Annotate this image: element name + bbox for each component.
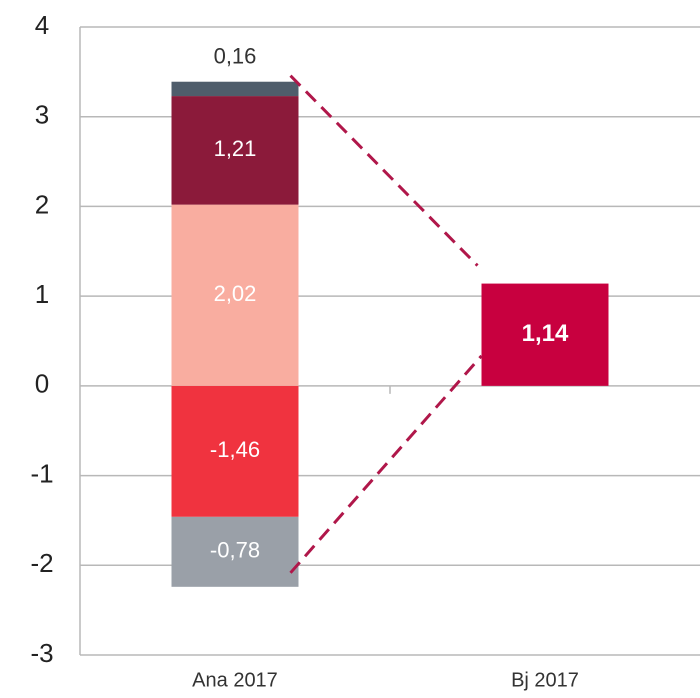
bar-segment bbox=[171, 516, 299, 587]
y-tick-label: -1 bbox=[30, 458, 53, 488]
x-tick-label: Ana 2017 bbox=[192, 669, 278, 691]
y-tick-label: 4 bbox=[35, 10, 49, 40]
bar-segment bbox=[481, 283, 609, 386]
value-label: 2,02 bbox=[214, 281, 257, 306]
value-label: 1,14 bbox=[522, 320, 569, 347]
y-tick-label: -3 bbox=[30, 638, 53, 668]
bar-segment bbox=[171, 204, 299, 386]
bar-segment bbox=[171, 385, 299, 517]
y-tick-label: 3 bbox=[35, 100, 49, 130]
value-label: -1,46 bbox=[210, 437, 260, 462]
value-label: -0,78 bbox=[210, 538, 260, 563]
y-tick-label: 2 bbox=[35, 189, 49, 219]
value-label: 0,16 bbox=[214, 44, 257, 69]
bar-segment bbox=[171, 96, 299, 205]
value-label: 1,21 bbox=[214, 136, 257, 161]
y-tick-label: -2 bbox=[30, 548, 53, 578]
x-tick-label: Bj 2017 bbox=[511, 669, 579, 691]
bar-segment bbox=[171, 81, 299, 97]
connector bbox=[289, 74, 479, 267]
connector bbox=[289, 354, 483, 574]
y-tick-label: 0 bbox=[35, 369, 49, 399]
y-tick-label: 1 bbox=[35, 279, 49, 309]
